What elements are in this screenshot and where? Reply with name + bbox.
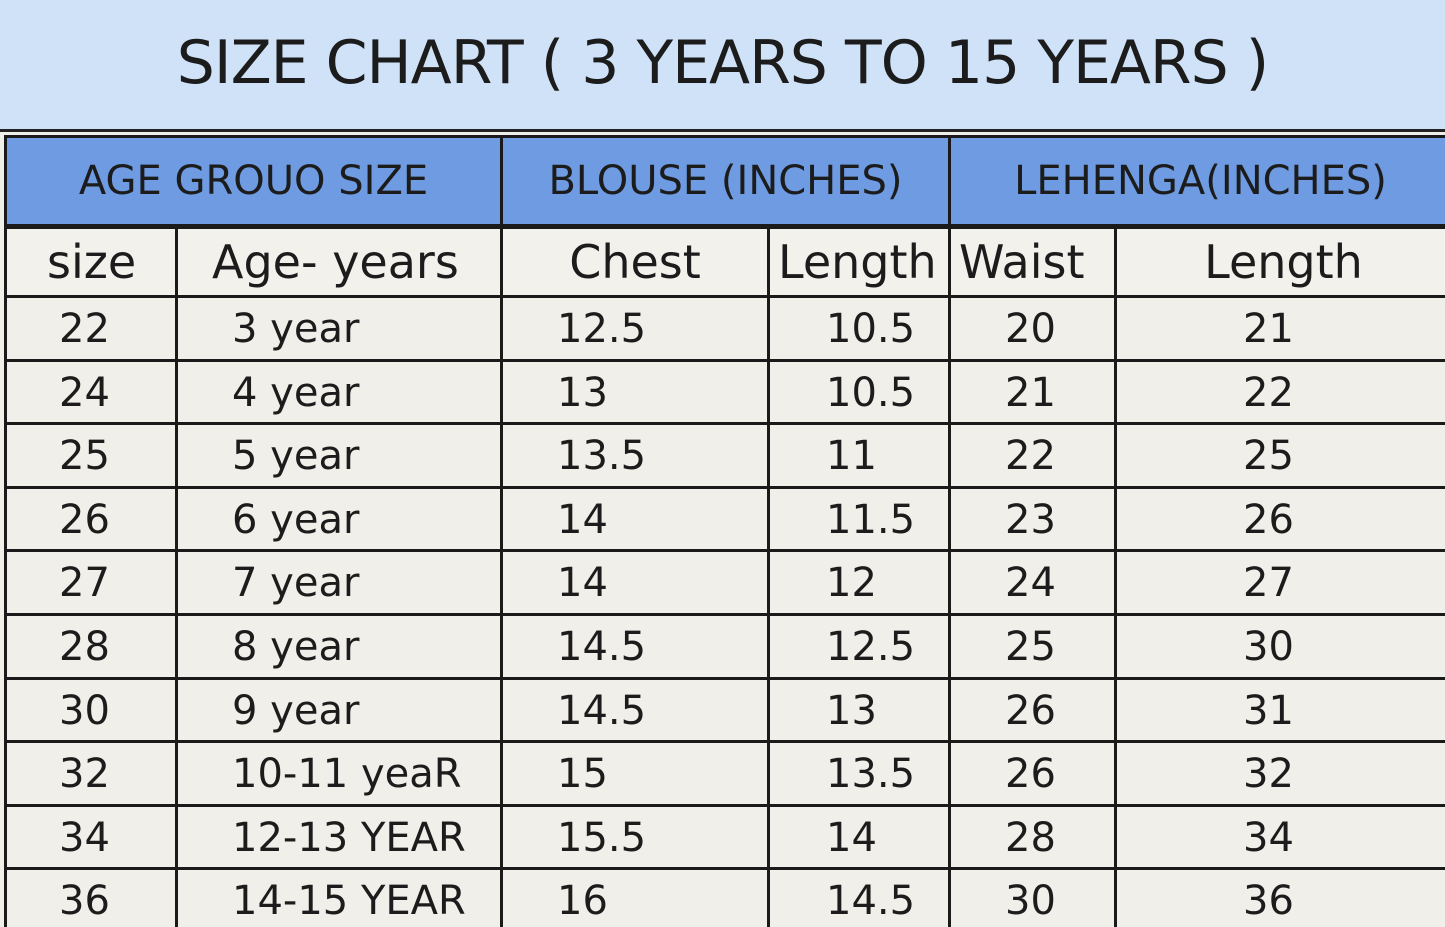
table-cell: 3 year [175,295,503,362]
table-cell: 10-11 yeaR [175,740,503,807]
table-cell: 14.5 [500,677,770,744]
table-cell: 22 [1114,359,1445,426]
table-cell: 22 [4,295,178,362]
table-cell: 20 [948,295,1117,362]
table-cell: 6 year [175,486,503,553]
table-cell: 13.5 [767,740,951,807]
table-cell: 13 [767,677,951,744]
table-cell: 26 [948,677,1117,744]
table-cell: 26 [4,486,178,553]
table-cell: 36 [4,867,178,927]
table-cell: 14.5 [500,613,770,680]
table-cell: 32 [4,740,178,807]
table-cell: 27 [1114,549,1445,616]
table-cell: 7 year [175,549,503,616]
table-cell: 34 [1114,804,1445,871]
table-cell: 12.5 [767,613,951,680]
table-cell: 26 [1114,486,1445,553]
table-cell: 28 [4,613,178,680]
column-header: Length [767,226,951,298]
table-cell: 10.5 [767,295,951,362]
table-cell: 13.5 [500,422,770,489]
table-cell: 5 year [175,422,503,489]
table-cell: 25 [1114,422,1445,489]
table-cell: 9 year [175,677,503,744]
table-cell: 14 [767,804,951,871]
group-header: AGE GROUO SIZE [4,135,503,227]
table-cell: 11.5 [767,486,951,553]
title-band: SIZE CHART ( 3 YEARS TO 15 YEARS ) [0,0,1445,132]
column-header: size [4,226,178,298]
table-cell: 23 [948,486,1117,553]
table-cell: 30 [4,677,178,744]
column-header: Waist [948,226,1117,298]
table-cell: 30 [948,867,1117,927]
table-cell: 12.5 [500,295,770,362]
table-cell: 30 [1114,613,1445,680]
table-cell: 26 [948,740,1117,807]
column-header: Chest [500,226,770,298]
table-cell: 10.5 [767,359,951,426]
table-cell: 14-15 YEAR [175,867,503,927]
group-header: LEHENGA(INCHES) [948,135,1445,227]
table-cell: 14 [500,486,770,553]
group-header: BLOUSE (INCHES) [500,135,951,227]
table-cell: 12 [767,549,951,616]
table-cell: 21 [948,359,1117,426]
table-cell: 11 [767,422,951,489]
table-cell: 24 [4,359,178,426]
table-cell: 32 [1114,740,1445,807]
table-cell: 27 [4,549,178,616]
table-cell: 15.5 [500,804,770,871]
table-cell: 28 [948,804,1117,871]
table-cell: 34 [4,804,178,871]
title: SIZE CHART ( 3 YEARS TO 15 YEARS ) [176,28,1269,98]
table-cell: 31 [1114,677,1445,744]
table-cell: 12-13 YEAR [175,804,503,871]
table-cell: 22 [948,422,1117,489]
table-cell: 25 [948,613,1117,680]
table-cell: 8 year [175,613,503,680]
column-header: Length [1114,226,1445,298]
table-cell: 36 [1114,867,1445,927]
table-cell: 15 [500,740,770,807]
table-cell: 16 [500,867,770,927]
table-cell: 13 [500,359,770,426]
table-cell: 24 [948,549,1117,616]
table-cell: 14.5 [767,867,951,927]
table-cell: 21 [1114,295,1445,362]
table-cell: 14 [500,549,770,616]
table-cell: 4 year [175,359,503,426]
column-header: Age- years [175,226,503,298]
table-cell: 25 [4,422,178,489]
